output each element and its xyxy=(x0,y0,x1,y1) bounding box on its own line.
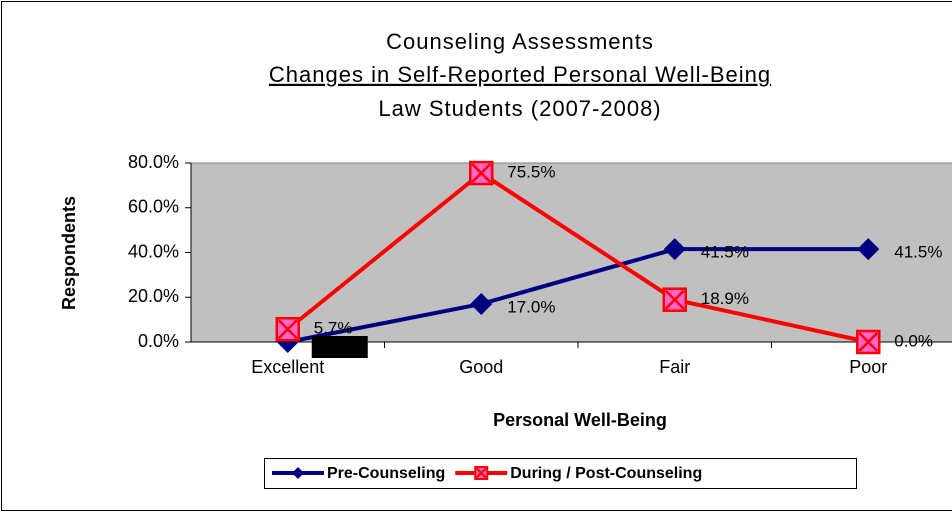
value-label: 5.7% xyxy=(314,319,353,338)
point xyxy=(663,238,686,261)
point-cross xyxy=(858,332,879,352)
value-label: 0.0% xyxy=(314,335,353,354)
value-label: 17.0% xyxy=(507,297,555,316)
value-label: 0.0% xyxy=(894,331,933,350)
line xyxy=(287,247,869,344)
value-label: 41.5% xyxy=(894,243,942,262)
y-tick-label: 20.0% xyxy=(128,286,179,306)
chart-title: Counseling Assessments xyxy=(386,29,654,54)
x-tick-label: Excellent xyxy=(251,357,324,377)
legend-label: Pre-Counseling xyxy=(327,465,445,482)
point xyxy=(470,292,493,315)
value-label-box xyxy=(311,336,368,358)
point-cross xyxy=(277,319,298,340)
legend-marker-cross xyxy=(475,467,487,479)
point xyxy=(662,287,687,312)
x-axis-label: Personal Well-Being xyxy=(493,410,667,430)
plot-background xyxy=(190,162,952,343)
value-label: 75.5% xyxy=(507,163,555,182)
y-tick-label: 60.0% xyxy=(128,197,179,217)
legend-label: During / Post-Counseling xyxy=(510,465,702,482)
point xyxy=(857,238,880,261)
legend-marker xyxy=(292,467,304,479)
point xyxy=(469,160,494,186)
point-cross xyxy=(471,163,492,183)
value-label: 41.5% xyxy=(701,243,749,262)
legend xyxy=(264,458,857,489)
y-tick-label: 0.0% xyxy=(138,331,179,351)
chart-subtitle: Changes in Self-Reported Personal Well-B… xyxy=(269,62,771,87)
chart-subtitle: Law Students (2007-2008) xyxy=(378,96,661,121)
point xyxy=(275,316,300,342)
line xyxy=(286,170,869,344)
y-tick-label: 40.0% xyxy=(128,241,179,261)
point xyxy=(856,329,881,355)
x-tick-label: Fair xyxy=(659,357,690,377)
point-cross xyxy=(664,289,685,310)
value-label: 18.9% xyxy=(701,289,749,308)
x-tick-label: Poor xyxy=(849,357,887,377)
y-tick-label: 80.0% xyxy=(128,152,179,172)
x-tick-label: Good xyxy=(459,357,503,377)
y-axis-label: Respondents xyxy=(59,196,79,310)
